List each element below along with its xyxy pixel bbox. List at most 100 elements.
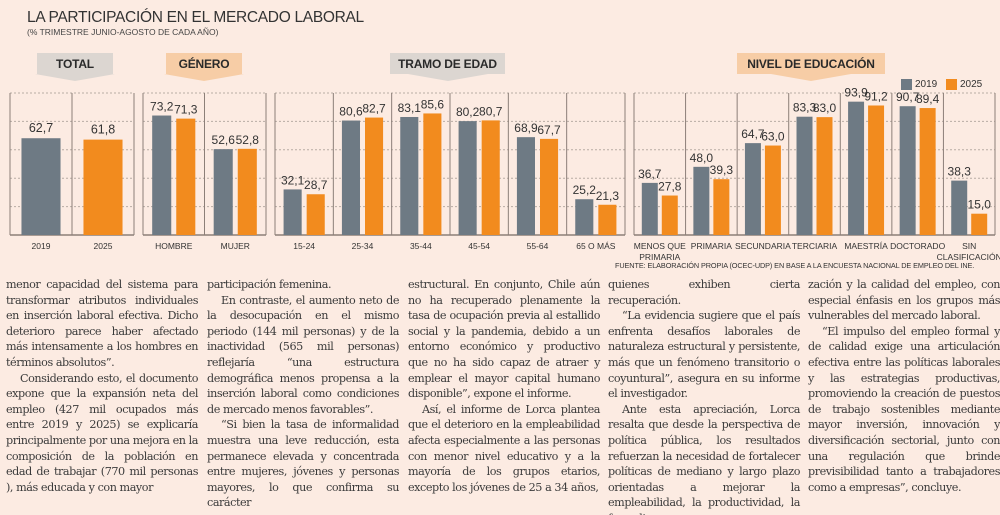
data-label: 80,6 bbox=[339, 105, 363, 119]
bar-2019-maestría bbox=[848, 101, 865, 235]
chart-subtitle: (% TRIMESTRE JUNIO-AGOSTO DE CADA AÑO) bbox=[27, 27, 219, 37]
bar-2025-mujer bbox=[237, 148, 257, 235]
article-column-4: quienes exhiben cierta recuperación. “La … bbox=[608, 277, 800, 515]
article-paragraph: En contraste, el aumento neto de la deso… bbox=[207, 293, 399, 416]
bar-2025-primaria bbox=[713, 179, 730, 235]
data-label: 62,7 bbox=[29, 121, 53, 135]
bar-2019-35-44 bbox=[400, 116, 419, 235]
category-label: MENOS QUE bbox=[634, 241, 686, 251]
article-paragraph: zación y la calidad del empleo, con espe… bbox=[808, 278, 1000, 323]
bar-2025-35-44 bbox=[423, 113, 442, 235]
bar-total-2019 bbox=[21, 138, 61, 235]
data-label: 39,3 bbox=[710, 163, 734, 177]
data-label: 61,8 bbox=[91, 123, 115, 137]
bar-2019-25-34 bbox=[341, 120, 360, 235]
category-label: MAESTRÍA bbox=[844, 241, 888, 251]
data-label: 25,2 bbox=[573, 183, 597, 197]
legend-label-2025: 2025 bbox=[960, 79, 983, 90]
article-paragraph: Ante esta apreciación, Lorca resalta que… bbox=[608, 402, 800, 515]
tab-educacion-label: NIVEL DE EDUCACIÓN bbox=[747, 56, 875, 71]
tab-total: TOTAL bbox=[37, 53, 113, 74]
data-label: 21,3 bbox=[596, 189, 620, 203]
category-label: MUJER bbox=[221, 241, 250, 251]
data-label: 85,6 bbox=[421, 97, 445, 111]
legend-swatch-2019 bbox=[901, 79, 912, 90]
bar-2019-secundaria bbox=[744, 143, 761, 235]
article-paragraph: “La evidencia sugiere que el país enfren… bbox=[608, 309, 800, 401]
bar-2019-terciaria bbox=[796, 116, 813, 235]
data-label: 64,7 bbox=[741, 127, 765, 141]
article-column-1: menor capacidad del sistema para transfo… bbox=[6, 277, 198, 495]
data-label: 80,7 bbox=[479, 104, 503, 118]
bar-2025-terciaria bbox=[816, 117, 833, 235]
data-label: 36,7 bbox=[638, 167, 662, 181]
bar-total-2025 bbox=[83, 139, 123, 235]
bar-2019-doctorado bbox=[899, 106, 916, 236]
data-label: 27,8 bbox=[658, 180, 682, 194]
data-label: 89,4 bbox=[916, 92, 940, 106]
article-paragraph: Así, el informe de Lorca plantea que el … bbox=[408, 402, 600, 494]
data-label: 38,3 bbox=[948, 165, 972, 179]
article-paragraph: menor capacidad del sistema para transfo… bbox=[6, 278, 198, 369]
category-label: PRIMARIA bbox=[639, 252, 680, 262]
bar-charts: 62,7 2019 61,8 2025 73,2 71,3 HOMBRE 52,6 52,8 MU… bbox=[9, 86, 1000, 262]
bar-2025-menos-que-primaria bbox=[661, 195, 678, 235]
bar-2025-55-64 bbox=[540, 138, 559, 235]
bar-2025-doctorado bbox=[919, 108, 936, 235]
category-label: TERCIARIA bbox=[792, 241, 838, 251]
bar-2019-15-24 bbox=[283, 189, 302, 235]
source-note: FUENTE: ELABORACIÓN PROPIA (OCEC-UDP) EN… bbox=[615, 261, 975, 270]
category-label: 15-24 bbox=[293, 241, 315, 251]
tab-genero-label: GÉNERO bbox=[178, 56, 230, 71]
tab-tramo-de-edad: TRAMO DE EDAD bbox=[390, 53, 505, 74]
bar-2025-65-o-más bbox=[598, 204, 617, 235]
bar-2019-hombre bbox=[152, 115, 172, 235]
article-paragraph: participación femenina. bbox=[207, 278, 332, 291]
tab-tramo-label: TRAMO DE EDAD bbox=[398, 56, 497, 71]
data-label: 83,0 bbox=[813, 101, 837, 115]
tab-total-label: TOTAL bbox=[56, 56, 94, 71]
data-label: 93,9 bbox=[844, 86, 868, 100]
bar-2025-15-24 bbox=[306, 194, 325, 235]
bar-2019-mujer bbox=[213, 149, 233, 235]
data-label: 80,2 bbox=[456, 105, 480, 119]
bar-2025-sin-clasificación bbox=[971, 213, 988, 235]
bar-2025-maestría bbox=[868, 105, 885, 235]
bar-2019-65-o-más bbox=[575, 199, 594, 235]
data-label: 73,2 bbox=[150, 100, 174, 114]
bar-2019-sin-clasificación bbox=[951, 180, 968, 235]
article-paragraph: Considerando esto, el documento expone q… bbox=[6, 371, 198, 494]
legend-label-2019: 2019 bbox=[915, 79, 938, 90]
article-column-3: estructural. En conjunto, Chile aún no h… bbox=[408, 277, 600, 495]
article-paragraph: quienes exhiben cierta recuperación. bbox=[608, 278, 800, 307]
category-label: 35-44 bbox=[410, 241, 432, 251]
data-label: 67,7 bbox=[537, 123, 561, 137]
legend-item-2025: 2025 bbox=[946, 79, 982, 90]
data-label: 83,3 bbox=[793, 101, 817, 115]
category-label: 2019 bbox=[32, 241, 51, 251]
article-paragraph: “El impulso del empleo formal y de calid… bbox=[808, 324, 1000, 494]
legend-item-2019: 2019 bbox=[901, 79, 937, 90]
bar-2025-25-34 bbox=[365, 117, 384, 235]
data-label: 15,0 bbox=[968, 198, 992, 212]
category-label: 55-64 bbox=[527, 241, 549, 251]
category-label: CLASIFICACIÓN bbox=[937, 252, 1000, 262]
category-label: 45-54 bbox=[468, 241, 490, 251]
data-label: 48,0 bbox=[690, 151, 714, 165]
data-label: 71,3 bbox=[174, 103, 198, 117]
bar-2025-45-54 bbox=[481, 120, 500, 235]
chart-title: LA PARTICIPACIÓN EN EL MERCADO LABORAL bbox=[27, 9, 364, 26]
data-label: 83,1 bbox=[398, 101, 422, 115]
category-label: PRIMARIA bbox=[691, 241, 732, 251]
category-label: 65 O MÁS bbox=[576, 241, 616, 251]
data-label: 52,8 bbox=[236, 133, 260, 147]
tab-genero: GÉNERO bbox=[166, 53, 242, 74]
bar-2025-secundaria bbox=[764, 145, 781, 235]
article-column-2: participación femenina. En contraste, el … bbox=[207, 277, 399, 511]
data-label: 52,6 bbox=[212, 133, 236, 147]
bar-2019-primaria bbox=[693, 166, 710, 235]
category-label: 25-34 bbox=[352, 241, 374, 251]
data-label: 91,2 bbox=[864, 89, 888, 103]
legend-swatch-2025 bbox=[946, 79, 957, 90]
category-label: DOCTORADO bbox=[890, 241, 945, 251]
